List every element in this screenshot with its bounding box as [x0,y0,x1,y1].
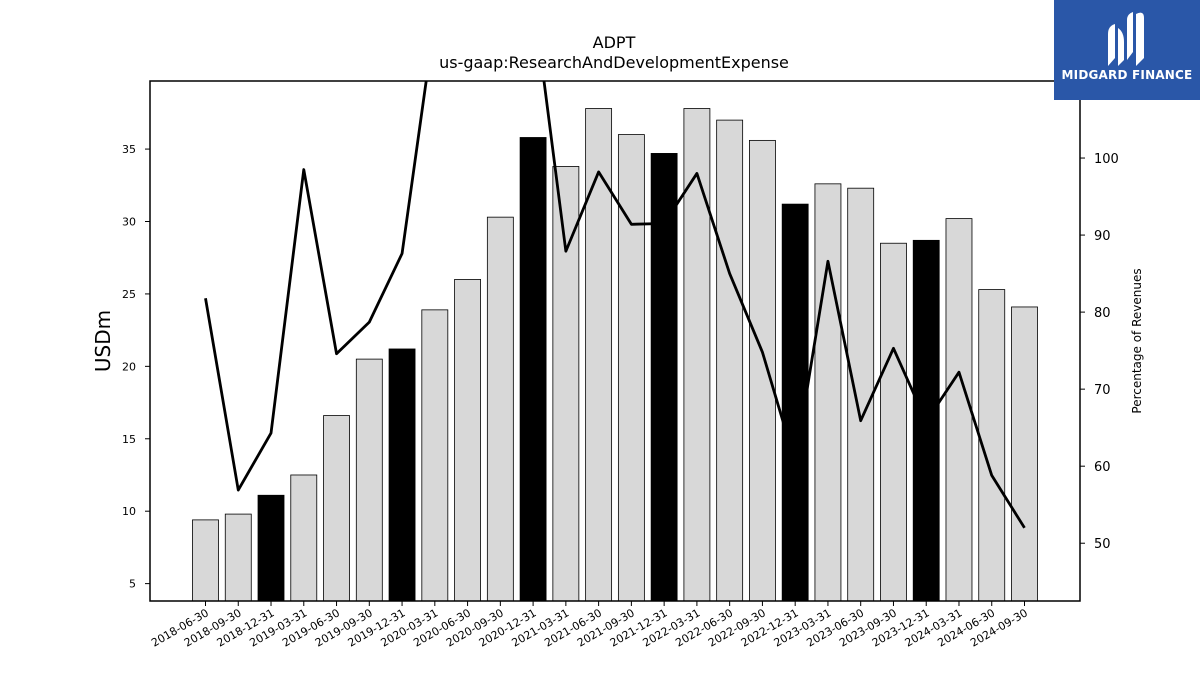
bar [945,218,973,602]
y2-tick-label: 70 [1094,383,1111,398]
bar [650,153,678,602]
chart-subtitle: us-gaap:ResearchAndDevelopmentExpense [439,53,789,72]
bar [847,187,875,602]
y2-tick-label: 80 [1094,306,1111,321]
logo-text: MIDGARD FINANCE [1061,68,1193,82]
y-tick-label: 25 [122,288,136,301]
plot-frame [149,80,1081,602]
y-tick-label: 15 [122,433,136,446]
y2-axis-label: Percentage of Revenues [1130,268,1144,413]
bar [355,358,383,602]
bar [585,108,613,602]
y-tick-label: 10 [122,505,136,518]
y-tick-label: 35 [122,143,136,156]
bar [486,216,514,602]
brand-logo: MIDGARD FINANCE [1054,0,1200,100]
bar [388,348,416,602]
y-axis-label: USDm [91,310,115,372]
line-group [204,81,1026,529]
bars-group [192,108,1038,602]
bar [1011,306,1038,602]
y2-tick-label: 50 [1094,537,1111,552]
bar [880,242,907,602]
bar [617,134,645,602]
y2-tick-label: 60 [1094,460,1111,475]
bar [192,519,219,602]
bar [323,415,350,602]
bar [290,474,318,602]
bar [552,166,580,602]
bar [683,108,711,602]
y2-tick-label: 100 [1094,152,1119,167]
y-tick-label: 30 [122,216,136,229]
chart-title: ADPT [593,33,636,52]
bar [257,494,285,602]
bar [421,309,449,602]
y2-tick-label: 90 [1094,229,1111,244]
bar [749,139,776,602]
right-axis: 50 60 70 80 90 100 [1080,152,1119,552]
bar [716,119,744,602]
bar [224,513,252,602]
percentage-line [204,81,1026,529]
x-axis: 2018-06-302018-09-302018-12-312019-03-31… [149,601,1030,650]
bar [454,279,481,602]
y-tick-label: 20 [122,360,136,373]
logo-mark-icon [1108,12,1144,67]
bar [814,183,842,602]
left-axis: 5 10 15 20 25 30 35 [122,143,150,591]
bar [519,137,547,602]
y-tick-label: 5 [129,578,136,591]
